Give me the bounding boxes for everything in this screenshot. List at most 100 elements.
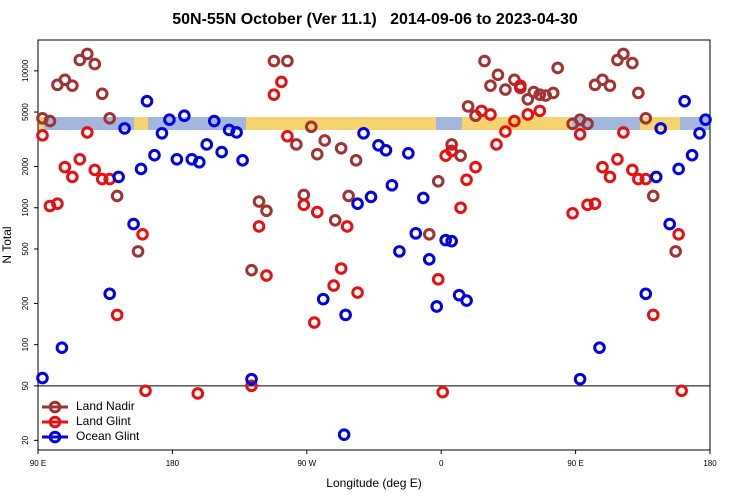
point xyxy=(478,54,491,68)
point xyxy=(252,220,266,233)
point xyxy=(307,316,321,329)
point xyxy=(80,126,94,139)
point xyxy=(118,122,131,135)
point xyxy=(431,273,445,286)
point xyxy=(51,197,64,211)
point xyxy=(639,112,653,125)
point xyxy=(454,201,467,215)
point xyxy=(439,233,452,247)
point xyxy=(626,163,639,177)
point xyxy=(245,379,258,393)
point xyxy=(566,207,579,220)
point xyxy=(416,191,430,205)
legend-marker xyxy=(48,430,62,444)
point xyxy=(596,73,609,87)
point xyxy=(436,385,449,399)
x-tick-label: 90 E xyxy=(30,459,46,468)
point xyxy=(379,143,393,157)
point xyxy=(573,372,587,386)
point xyxy=(527,85,541,99)
point xyxy=(672,162,685,176)
point xyxy=(337,428,351,441)
point xyxy=(340,220,354,233)
point xyxy=(192,155,206,169)
y-tick-label: 200 xyxy=(21,296,30,310)
point xyxy=(267,54,281,68)
point xyxy=(310,147,324,161)
point xyxy=(88,57,102,71)
point xyxy=(328,213,342,227)
series xyxy=(36,94,712,441)
point xyxy=(103,112,116,125)
point xyxy=(593,341,606,354)
point xyxy=(626,56,639,70)
point xyxy=(603,79,617,92)
point xyxy=(136,227,149,241)
point xyxy=(422,227,436,241)
point xyxy=(632,86,645,100)
point xyxy=(55,341,69,354)
point xyxy=(327,279,340,292)
chart-title: 50N-55N October (Ver 11.1) 2014-09-06 to… xyxy=(172,11,578,28)
point xyxy=(191,387,205,400)
plot-frame xyxy=(37,39,711,451)
point xyxy=(402,146,415,160)
point xyxy=(290,138,303,151)
point xyxy=(267,88,281,101)
point xyxy=(351,197,364,211)
point xyxy=(693,126,706,140)
point xyxy=(393,245,406,258)
point xyxy=(334,141,348,155)
point xyxy=(349,154,363,167)
point xyxy=(275,75,288,89)
point xyxy=(215,145,228,159)
point xyxy=(281,54,294,68)
point xyxy=(364,190,378,204)
point xyxy=(649,170,663,184)
point xyxy=(632,172,645,186)
point xyxy=(617,47,630,61)
point xyxy=(445,138,458,151)
point xyxy=(110,189,124,203)
x-tick-label: 0 xyxy=(439,459,444,468)
legend-label: Land Glint xyxy=(76,414,131,428)
x-tick-label: 90 W xyxy=(297,459,316,468)
point xyxy=(310,205,324,219)
point xyxy=(88,163,102,177)
point xyxy=(58,160,72,174)
point xyxy=(66,79,79,92)
point xyxy=(499,83,512,96)
point xyxy=(95,87,109,101)
point xyxy=(581,198,594,212)
point xyxy=(127,217,140,231)
point xyxy=(318,134,332,147)
point xyxy=(491,68,505,82)
point xyxy=(339,308,352,322)
point xyxy=(342,189,355,203)
point xyxy=(499,125,512,138)
point xyxy=(178,109,191,123)
point xyxy=(581,117,594,131)
point xyxy=(316,292,330,306)
y-tick-label: 10000 xyxy=(21,59,30,82)
land-ocean-strip xyxy=(38,117,710,130)
point xyxy=(236,154,249,167)
point xyxy=(131,245,145,258)
y-axis-label: N Total xyxy=(0,226,14,263)
point xyxy=(80,47,94,61)
point xyxy=(409,227,423,240)
point xyxy=(678,94,691,108)
point xyxy=(646,189,660,203)
x-axis-label: Longitude (deg E) xyxy=(326,476,421,490)
point xyxy=(36,371,49,385)
series xyxy=(36,75,688,400)
point xyxy=(646,308,660,322)
point xyxy=(281,129,294,143)
point xyxy=(140,94,154,108)
point xyxy=(73,53,87,67)
point xyxy=(260,204,273,218)
point xyxy=(385,178,399,192)
point xyxy=(200,138,214,151)
